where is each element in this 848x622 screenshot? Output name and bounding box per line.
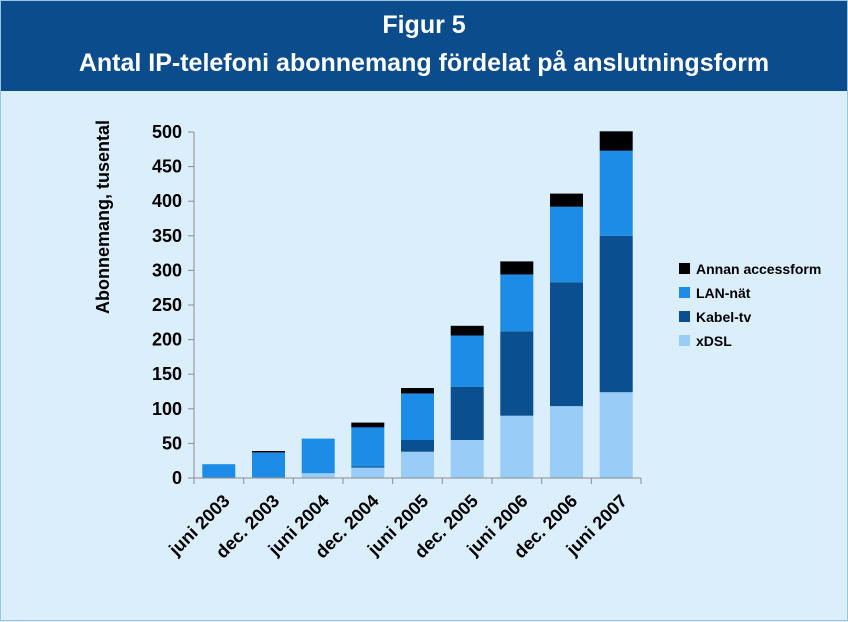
legend: Annan accessform LAN-nät Kabel-tv xDSL xyxy=(679,261,821,349)
bar-segment-annan-accessform-3 xyxy=(351,422,385,428)
y-tick-label: 500 xyxy=(152,122,182,142)
y-tick-label: 300 xyxy=(152,260,182,280)
bar-segment-annan-accessform-8 xyxy=(599,131,633,151)
y-tick-label: 200 xyxy=(152,330,182,350)
bar-segment-annan-accessform-5 xyxy=(450,325,484,336)
legend-swatch-kabel-tv xyxy=(679,311,690,322)
bar-segment-kabel-tv-7 xyxy=(550,282,583,407)
y-tick-label: 400 xyxy=(152,191,182,211)
bar-segment-xdsl-8 xyxy=(599,392,633,478)
bar-segment-lan-n-t-3 xyxy=(351,427,385,467)
bar-segment-lan-n-t-2 xyxy=(301,438,335,474)
bar-segment-lan-n-t-5 xyxy=(450,335,484,387)
chart-header: Figur 5 Antal IP-telefoni abonnemang för… xyxy=(1,1,847,91)
y-tick-label: 450 xyxy=(152,157,182,177)
y-tick-label: 250 xyxy=(152,295,182,315)
bar-segment-xdsl-2 xyxy=(301,473,335,478)
bar-segment-kabel-tv-3 xyxy=(351,466,385,468)
bar-segment-xdsl-5 xyxy=(450,439,484,478)
y-tick-label: 50 xyxy=(162,433,182,453)
legend-swatch-lan-n-t xyxy=(679,287,690,298)
chart-subtitle: Antal IP-telefoni abonnemang fördelat på… xyxy=(78,49,770,77)
legend-swatch-annan-accessform xyxy=(679,263,690,274)
bar-segment-lan-n-t-7 xyxy=(550,206,583,283)
bars-layer xyxy=(202,131,633,478)
legend-label-annan-accessform: Annan accessform xyxy=(696,261,821,277)
bar-segment-lan-n-t-8 xyxy=(599,150,633,236)
y-tick-label: 150 xyxy=(152,364,182,384)
bar-segment-lan-n-t-4 xyxy=(401,393,434,440)
bar-segment-annan-accessform-6 xyxy=(500,261,534,275)
legend-label-kabel-tv: Kabel-tv xyxy=(696,309,751,325)
legend-label-lan-n-t: LAN-nät xyxy=(696,285,751,301)
bar-segment-annan-accessform-1 xyxy=(252,451,285,453)
bar-segment-kabel-tv-5 xyxy=(450,386,484,440)
y-tick-label: 0 xyxy=(172,468,182,488)
y-tick-label: 350 xyxy=(152,226,182,246)
y-axis-label: Abonnemang, tusental xyxy=(93,120,113,314)
bar-segment-lan-n-t-0 xyxy=(202,464,236,478)
bar-segment-xdsl-6 xyxy=(500,415,534,478)
legend-swatch-xdsl xyxy=(679,335,690,346)
bar-segment-kabel-tv-4 xyxy=(401,439,434,452)
bar-segment-lan-n-t-1 xyxy=(252,452,285,478)
bar-segment-xdsl-4 xyxy=(401,451,434,478)
chart-title: Figur 5 xyxy=(382,11,466,39)
legend-label-xdsl: xDSL xyxy=(696,333,732,349)
y-tick-label: 100 xyxy=(152,399,182,419)
bar-segment-xdsl-3 xyxy=(351,467,385,478)
bar-segment-kabel-tv-6 xyxy=(500,331,534,416)
bar-segment-kabel-tv-8 xyxy=(599,235,633,393)
bar-segment-annan-accessform-4 xyxy=(401,388,434,394)
bar-segment-xdsl-7 xyxy=(550,406,583,478)
bar-segment-annan-accessform-7 xyxy=(550,193,583,207)
bar-segment-lan-n-t-6 xyxy=(500,274,534,332)
